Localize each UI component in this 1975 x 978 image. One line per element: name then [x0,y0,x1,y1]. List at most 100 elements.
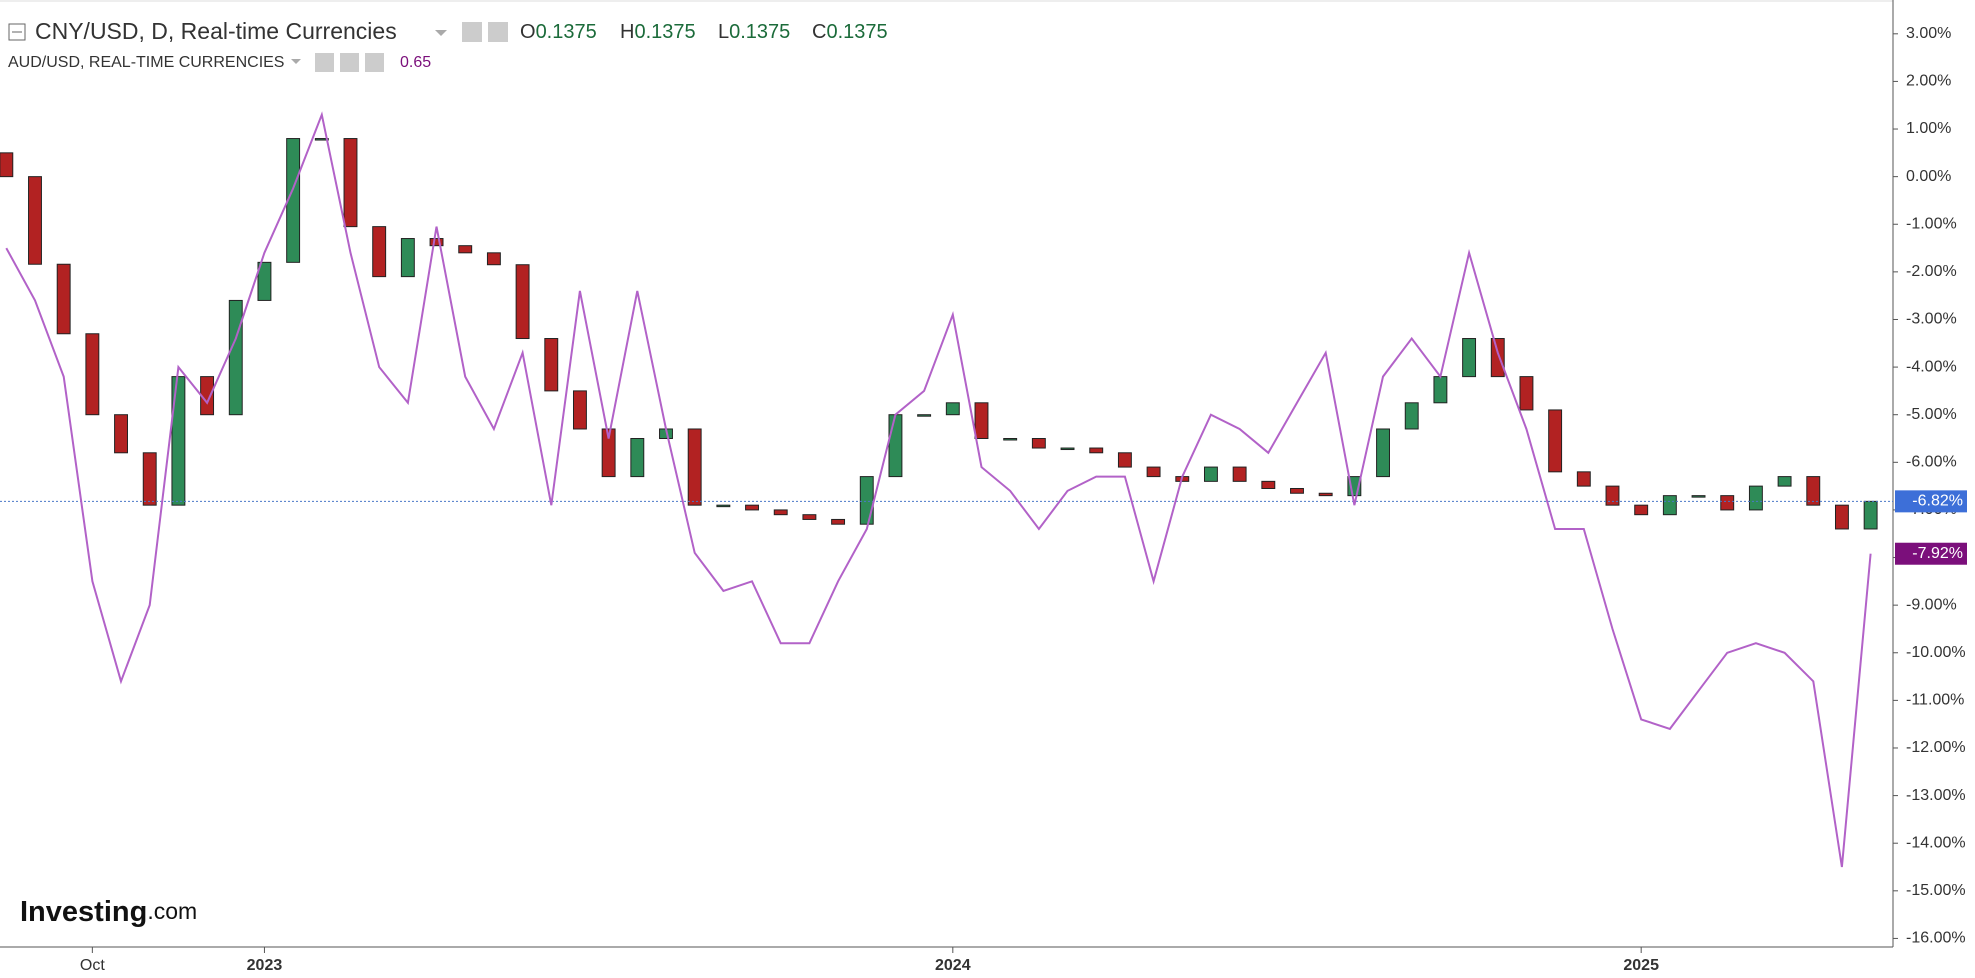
candle-body [56,263,71,335]
ohlc-readout-label: O [520,21,536,43]
candle-body [687,428,702,506]
candle-body [1605,485,1620,506]
settings-icon[interactable] [488,22,508,42]
candle-body [1834,504,1849,530]
candle-body [486,252,501,266]
last-value-label: -6.82% [1912,493,1963,510]
y-tick-label: -3.00% [1906,311,1957,328]
candle-body [544,338,559,392]
candle-body [1261,480,1276,489]
candle-body [1117,452,1132,468]
candle-body [400,238,415,278]
candle-body [515,264,530,340]
candle-body [1290,487,1304,494]
candle-body [716,504,731,508]
ohlc-readout-label: C [812,21,826,43]
candle-body [429,238,444,247]
visibility-icon[interactable] [315,53,334,72]
candle-body [1404,402,1419,430]
ohlc-readout-value: 0.1375 [634,21,695,43]
candle-body [1863,500,1878,530]
y-tick-label: 2.00% [1906,73,1951,90]
candle-body [228,299,243,416]
candle-body [1806,476,1821,506]
candle-body [1232,466,1247,482]
y-tick-label: -10.00% [1906,644,1966,661]
dropdown-caret[interactable] [291,59,301,64]
candle-body [1519,376,1534,411]
y-tick-label: -9.00% [1906,596,1957,613]
ohlc-readout-label: L [718,21,729,43]
settings-icon[interactable] [340,53,359,72]
last-value-label: -7.92% [1912,545,1963,562]
candle-body [1376,428,1390,478]
watermark-brand: Investing [20,896,147,928]
candle-body [1462,338,1477,378]
candle-body [1490,338,1505,378]
collapse-icon[interactable] [8,23,26,41]
candle-body [1691,495,1706,498]
candle-body [974,402,989,440]
line-series [5,111,1872,868]
y-tick-label: -11.00% [1906,692,1964,709]
candle-body [572,390,587,430]
remove-icon[interactable] [365,53,384,72]
ohlc-readout-value: 0.1375 [536,21,597,43]
series-name: CNY/USD, D, Real-time Currencies [35,18,397,44]
line-readout: 0.65 [400,54,431,71]
candle-body [745,504,759,511]
candle-body [1548,409,1563,473]
candle-body [888,414,903,478]
dropdown-caret[interactable] [435,30,447,36]
candle-body [1576,471,1591,487]
y-tick-label: -12.00% [1906,739,1966,756]
y-tick-label: -4.00% [1906,358,1957,375]
candle-body [1060,447,1075,451]
candle-body [1634,504,1649,516]
candle-body [142,452,157,506]
y-tick-label: -13.00% [1906,787,1966,804]
ohlc-readout: L0.1375 [718,21,790,43]
candle-body [1720,495,1735,511]
y-tick-label: -5.00% [1906,406,1957,423]
candle-body [917,414,932,417]
x-tick-label: 2023 [247,957,283,974]
candle-body [1777,476,1792,487]
x-tick-label: 2024 [935,957,971,974]
watermark-suffix: .com [147,898,197,924]
candle-body [314,138,329,141]
x-tick-label: Oct [80,957,105,974]
candle-body [1748,485,1763,511]
watermark: Investing.com [20,896,197,928]
y-tick-label: -15.00% [1906,882,1966,899]
y-tick-label: 1.00% [1906,120,1951,137]
candle-body [458,245,473,254]
series-name: AUD/USD, REAL-TIME CURRENCIES [8,54,284,71]
y-tick-label: 0.00% [1906,168,1951,185]
candle-body [85,333,100,416]
candle-body [859,476,874,525]
candle-body [257,261,272,301]
candle-body [1146,466,1161,478]
ohlc-readout-value: 0.1375 [826,21,887,43]
candle-body [630,438,645,478]
candle-body [171,376,186,506]
candle-body [773,509,788,516]
candle-body [343,138,358,228]
visibility-icon[interactable] [462,22,482,42]
candle-body [1433,376,1448,404]
candle-body [601,428,616,478]
candle-body [831,518,846,525]
candle-body [1089,447,1104,454]
plot-area [0,33,1898,953]
candle-body [1662,495,1677,516]
ohlc-readout-label: H [620,21,634,43]
candle-body [372,226,387,278]
y-tick-label: -16.00% [1906,930,1966,947]
candle-body [28,176,42,265]
last-value-badge [1895,490,1967,513]
y-tick-label: -6.00% [1906,454,1957,471]
ohlc-readout-value: 0.1375 [729,21,790,43]
